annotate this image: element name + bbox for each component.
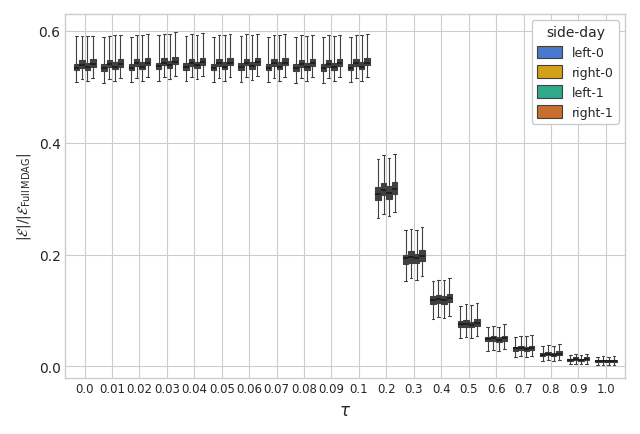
PathPatch shape <box>271 60 276 67</box>
PathPatch shape <box>112 63 118 70</box>
PathPatch shape <box>244 59 249 66</box>
PathPatch shape <box>392 182 397 195</box>
PathPatch shape <box>353 60 359 67</box>
PathPatch shape <box>118 59 123 67</box>
PathPatch shape <box>216 60 222 67</box>
PathPatch shape <box>524 347 529 351</box>
PathPatch shape <box>129 65 134 71</box>
PathPatch shape <box>266 65 271 71</box>
PathPatch shape <box>381 184 387 196</box>
PathPatch shape <box>304 63 310 71</box>
PathPatch shape <box>387 187 392 199</box>
PathPatch shape <box>447 294 452 302</box>
PathPatch shape <box>359 63 364 70</box>
PathPatch shape <box>491 336 496 341</box>
PathPatch shape <box>513 347 518 351</box>
PathPatch shape <box>502 336 507 341</box>
PathPatch shape <box>595 360 600 363</box>
PathPatch shape <box>376 188 381 200</box>
PathPatch shape <box>90 60 95 68</box>
PathPatch shape <box>282 59 287 66</box>
PathPatch shape <box>430 297 436 305</box>
PathPatch shape <box>518 346 524 350</box>
PathPatch shape <box>348 65 353 71</box>
PathPatch shape <box>140 63 145 70</box>
PathPatch shape <box>276 63 282 70</box>
Y-axis label: $|\mathcal{E}|/|\mathcal{E}_{\mathrm{Full\,MDAG}}|$: $|\mathcal{E}|/|\mathcal{E}_{\mathrm{Ful… <box>15 152 33 240</box>
PathPatch shape <box>227 59 233 66</box>
PathPatch shape <box>74 65 79 71</box>
PathPatch shape <box>321 65 326 72</box>
PathPatch shape <box>540 353 545 356</box>
PathPatch shape <box>222 63 227 70</box>
PathPatch shape <box>255 59 260 66</box>
PathPatch shape <box>79 61 84 69</box>
PathPatch shape <box>556 352 562 355</box>
PathPatch shape <box>485 338 491 342</box>
PathPatch shape <box>200 59 205 66</box>
PathPatch shape <box>579 359 584 362</box>
PathPatch shape <box>189 59 195 67</box>
PathPatch shape <box>551 353 556 356</box>
PathPatch shape <box>606 360 611 363</box>
X-axis label: $\tau$: $\tau$ <box>339 401 351 419</box>
PathPatch shape <box>156 63 161 70</box>
PathPatch shape <box>364 59 370 66</box>
PathPatch shape <box>195 62 200 69</box>
PathPatch shape <box>600 360 606 362</box>
Legend: left-0, right-0, left-1, right-1: left-0, right-0, left-1, right-1 <box>532 21 619 125</box>
PathPatch shape <box>161 59 167 66</box>
PathPatch shape <box>568 359 573 362</box>
PathPatch shape <box>172 58 178 65</box>
PathPatch shape <box>468 322 474 328</box>
PathPatch shape <box>414 254 419 264</box>
PathPatch shape <box>326 61 332 67</box>
PathPatch shape <box>145 59 150 66</box>
PathPatch shape <box>332 63 337 71</box>
PathPatch shape <box>496 338 502 342</box>
PathPatch shape <box>337 59 342 67</box>
PathPatch shape <box>545 352 551 355</box>
PathPatch shape <box>408 252 414 263</box>
PathPatch shape <box>611 360 617 362</box>
PathPatch shape <box>403 255 408 264</box>
PathPatch shape <box>441 296 447 304</box>
PathPatch shape <box>211 65 216 71</box>
PathPatch shape <box>249 62 255 69</box>
PathPatch shape <box>458 321 463 327</box>
PathPatch shape <box>529 346 534 350</box>
PathPatch shape <box>101 65 107 72</box>
PathPatch shape <box>584 358 589 360</box>
PathPatch shape <box>310 59 315 67</box>
PathPatch shape <box>474 319 479 326</box>
PathPatch shape <box>293 65 299 72</box>
PathPatch shape <box>107 61 112 68</box>
PathPatch shape <box>463 320 468 327</box>
PathPatch shape <box>419 250 425 262</box>
PathPatch shape <box>573 358 579 360</box>
PathPatch shape <box>436 295 441 303</box>
PathPatch shape <box>238 64 244 71</box>
PathPatch shape <box>134 60 140 67</box>
PathPatch shape <box>299 61 304 67</box>
PathPatch shape <box>84 63 90 71</box>
PathPatch shape <box>184 64 189 71</box>
PathPatch shape <box>167 62 172 69</box>
